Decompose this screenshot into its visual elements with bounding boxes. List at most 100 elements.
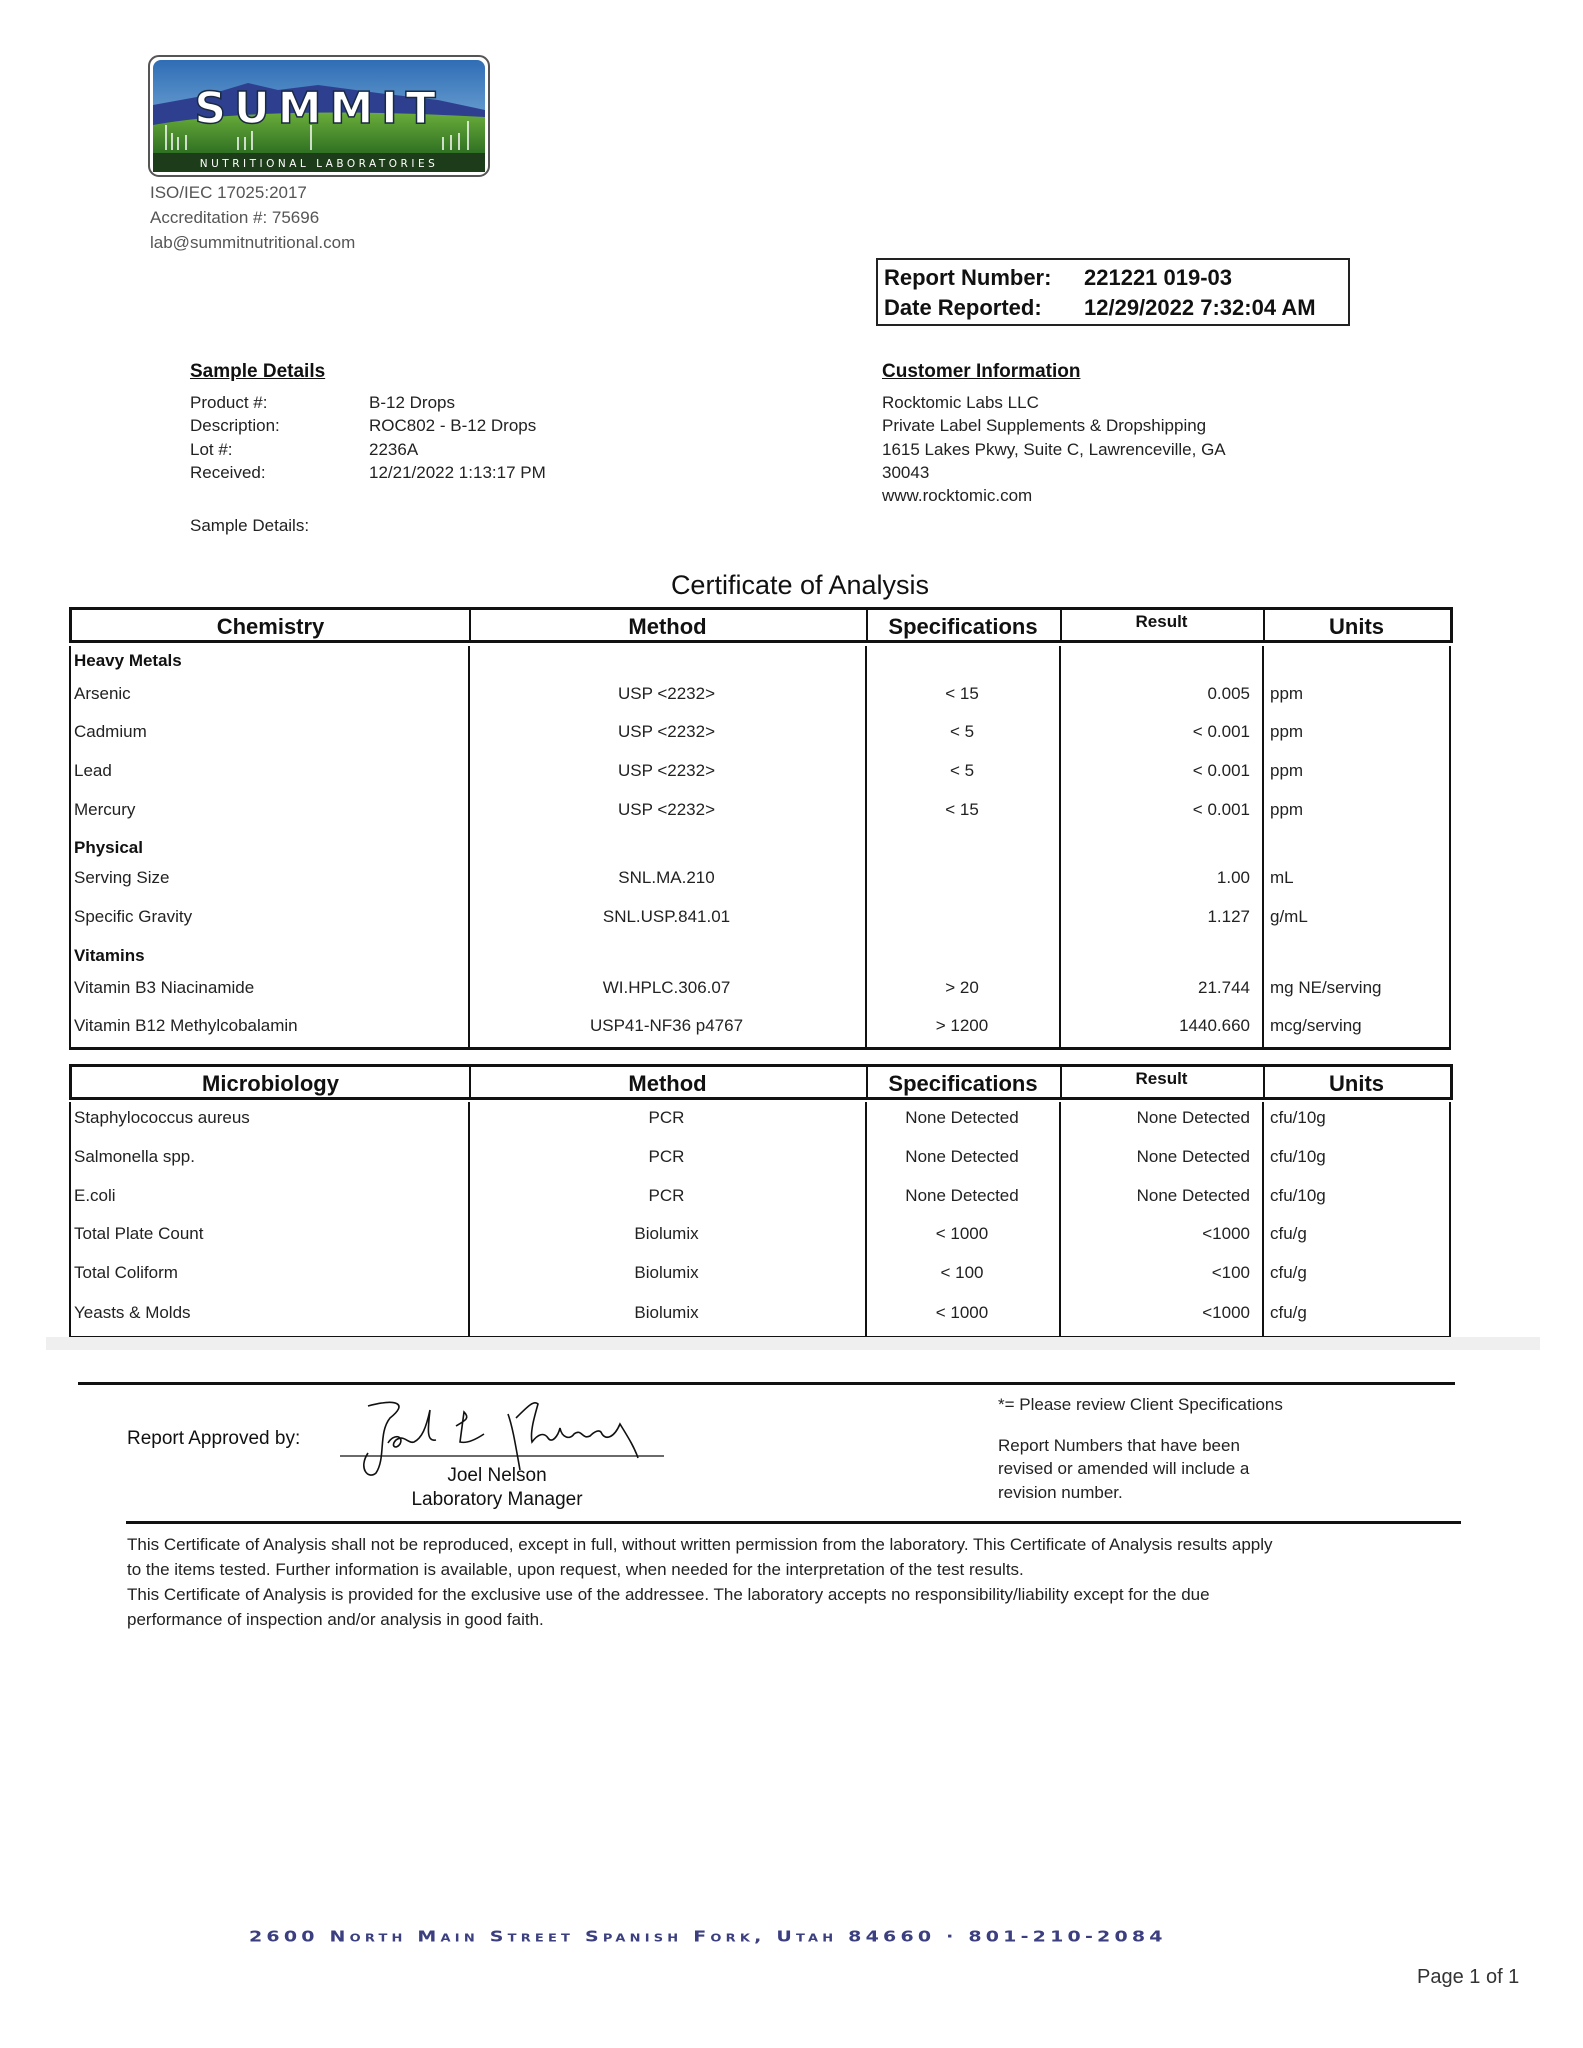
- analyte-name: Salmonella spp.: [74, 1147, 195, 1166]
- result: <100: [1211, 1263, 1250, 1282]
- analyte-name: Serving Size: [74, 868, 170, 887]
- client-spec-note: *= Please review Client Specifications: [998, 1395, 1283, 1414]
- date-reported-label: Date Reported:: [884, 295, 1042, 320]
- specification: < 1000: [935, 1224, 989, 1243]
- method: SNL.USP.841.01: [602, 907, 731, 926]
- logo-text: SUMMIT: [194, 83, 443, 134]
- svg-text:NUTRITIONAL LABORATORIES: NUTRITIONAL LABORATORIES: [200, 158, 439, 170]
- approver-title: Laboratory Manager: [411, 1489, 583, 1510]
- specification: < 5: [949, 722, 975, 741]
- column-divider: [866, 610, 868, 640]
- column-header-microbiology: Microbiology: [202, 1071, 339, 1096]
- units: cfu/10g: [1270, 1186, 1326, 1205]
- summit-logo: SUMMIT NUTRITIONAL LABORATORIES: [148, 55, 490, 177]
- report-number-label: Report Number:: [884, 265, 1052, 290]
- column-header-result: Result: [1135, 1069, 1188, 1088]
- result: None Detected: [1136, 1147, 1250, 1166]
- units: ppm: [1270, 722, 1304, 741]
- specification: < 1000: [935, 1303, 989, 1322]
- gray-band: [46, 1337, 1540, 1350]
- specification: > 20: [945, 978, 979, 997]
- customer-info-line: Rocktomic Labs LLC: [882, 393, 1039, 412]
- microbiology-header-row: Microbiology Method Specifications Result Un…: [69, 1064, 1453, 1100]
- column-divider: [1262, 646, 1264, 1047]
- result: <1000: [1202, 1303, 1250, 1322]
- column-header-result: Result: [1135, 612, 1188, 631]
- column-divider: [1060, 1067, 1062, 1097]
- result: None Detected: [1136, 1186, 1250, 1205]
- specification: < 5: [949, 761, 975, 780]
- result: None Detected: [1136, 1108, 1250, 1127]
- disclaimer-line: This Certificate of Analysis is provided…: [127, 1585, 1210, 1604]
- specification: None Detected: [905, 1147, 1019, 1166]
- result: <1000: [1202, 1224, 1250, 1243]
- report-number: 221221 019-03: [1084, 265, 1233, 290]
- disclaimer-line: to the items tested. Further information…: [127, 1560, 1024, 1579]
- analyte-name: Yeasts & Molds: [74, 1303, 191, 1322]
- method: Biolumix: [634, 1303, 699, 1322]
- column-divider: [1262, 1102, 1264, 1336]
- method: WI.HPLC.306.07: [602, 978, 731, 997]
- column-divider: [1059, 646, 1061, 1047]
- sample-details-label: Sample Details:: [190, 516, 310, 535]
- analyte-name: Staphylococcus aureus: [74, 1108, 250, 1127]
- specification: < 15: [945, 800, 979, 819]
- column-divider: [469, 610, 471, 640]
- sample-field-label: Description:: [190, 416, 280, 436]
- column-divider: [1263, 1067, 1265, 1097]
- method: USP <2232>: [617, 800, 716, 819]
- result: 1.127: [1207, 907, 1250, 926]
- section-heading: Heavy Metals: [74, 651, 182, 670]
- specification: > 1200: [935, 1016, 989, 1035]
- sample-field-value: 2236A: [369, 439, 419, 459]
- sample-field-value: 12/21/2022 1:13:17 PM: [369, 462, 546, 482]
- units: mL: [1270, 868, 1294, 887]
- sample-details-heading: Sample Details: [190, 361, 326, 382]
- units: cfu/g: [1270, 1224, 1307, 1243]
- method: USP <2232>: [617, 761, 716, 780]
- analyte-name: Vitamin B12 Methylcobalamin: [74, 1016, 298, 1035]
- signature: [338, 1398, 668, 1478]
- method: SNL.MA.210: [618, 868, 715, 887]
- units: mcg/serving: [1270, 1016, 1362, 1035]
- column-divider: [468, 1102, 470, 1336]
- report-info-box: Report Number: 221221 019-03 Date Report…: [876, 258, 1350, 326]
- certificate-title: Certificate of Analysis: [670, 570, 930, 600]
- method: USP41-NF36 p4767: [589, 1016, 744, 1035]
- result: 21.744: [1198, 978, 1250, 997]
- units: ppm: [1270, 684, 1304, 703]
- column-divider: [1060, 610, 1062, 640]
- column-divider: [1263, 610, 1265, 640]
- divider: [78, 1382, 1455, 1385]
- revision-note-line: revised or amended will include a: [998, 1459, 1250, 1478]
- result: < 0.001: [1192, 761, 1250, 780]
- result: 1.00: [1216, 868, 1250, 887]
- method: PCR: [648, 1108, 685, 1127]
- microbiology-body: Staphylococcus aureus PCR None Detected Non…: [69, 1102, 1451, 1339]
- method: PCR: [648, 1186, 685, 1205]
- sample-field-value: B-12 Drops: [369, 393, 455, 412]
- method: PCR: [648, 1147, 685, 1166]
- result: 0.005: [1207, 684, 1250, 703]
- method: USP <2232>: [617, 684, 716, 703]
- units: ppm: [1270, 761, 1304, 780]
- units: ppm: [1270, 800, 1304, 819]
- column-divider: [469, 1067, 471, 1097]
- result: 1440.660: [1179, 1016, 1250, 1035]
- analyte-name: E.coli: [74, 1186, 116, 1205]
- analyte-name: Mercury: [74, 800, 136, 819]
- column-header-chemistry: Chemistry: [216, 614, 325, 639]
- lab-address: 2600 North Main Street Spanish Fork, Uta…: [249, 1928, 1167, 1946]
- customer-info-line: 30043: [882, 462, 930, 482]
- chemistry-body: Heavy Metals Arsenic USP <2232> < 15 0.005 pp…: [69, 646, 1451, 1050]
- section-heading: Physical: [74, 838, 143, 857]
- iso-standard: ISO/IEC 17025:2017: [150, 183, 307, 202]
- specification: < 100: [940, 1263, 984, 1282]
- analyte-name: Cadmium: [74, 722, 147, 741]
- column-divider: [865, 646, 867, 1047]
- analyte-name: Total Plate Count: [74, 1224, 204, 1243]
- accreditation-number: Accreditation #: 75696: [150, 208, 320, 227]
- column-header-method: Method: [628, 1071, 707, 1096]
- section-heading: Vitamins: [74, 946, 145, 965]
- disclaimer-line: This Certificate of Analysis shall not b…: [127, 1535, 1273, 1554]
